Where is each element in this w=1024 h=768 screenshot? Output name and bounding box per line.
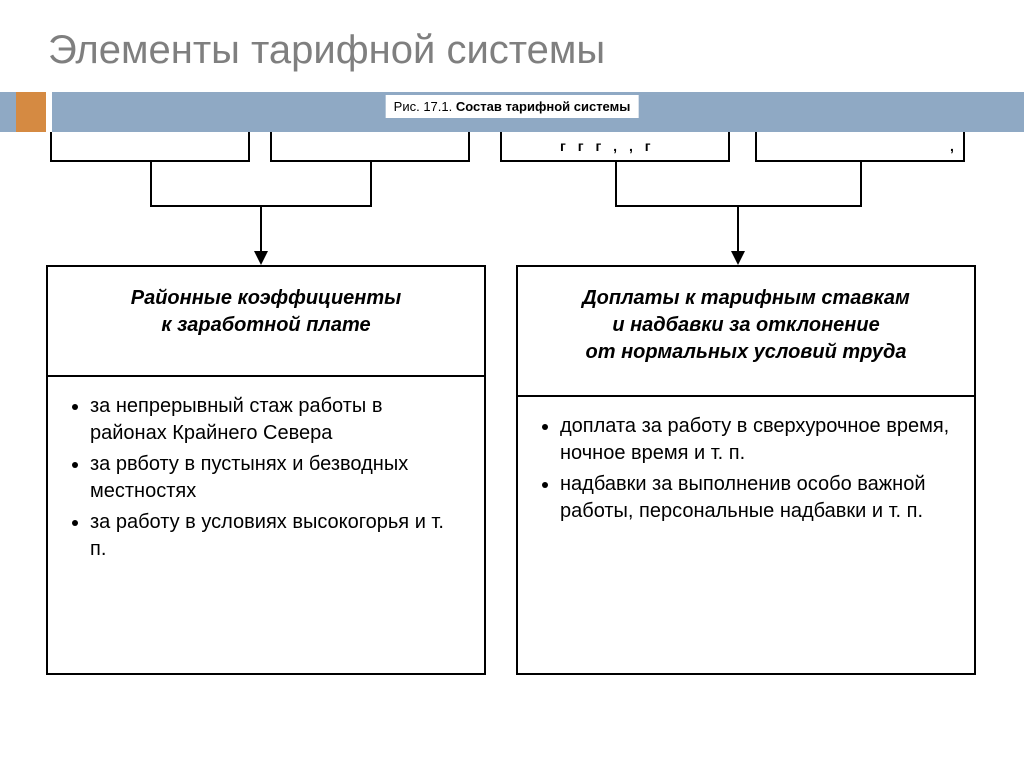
- top-box-b: [270, 132, 470, 162]
- flowchart: г г г , , г , Районные коэффициенты к за…: [0, 132, 1024, 768]
- title-line: Районные коэффициенты: [131, 287, 402, 309]
- list-item: доплата за работу в сверхурочное время, …: [560, 413, 954, 467]
- main-box-left-body: за непрерывный стаж работы в районах Кра…: [48, 377, 484, 583]
- connector-left-u: [150, 176, 372, 207]
- connector-right-arrow: [731, 251, 745, 265]
- title-line: и надбавки за отклонение: [612, 314, 879, 336]
- top-box-c-fragment: г г г , , г: [560, 138, 655, 154]
- title-line: Доплаты к тарифным ставкам: [582, 287, 910, 309]
- list-item: надбавки за выполненив особо важной рабо…: [560, 471, 954, 525]
- main-box-left: Районные коэффициенты к заработной плате…: [46, 265, 486, 675]
- figure-caption: Рис. 17.1. Состав тарифной системы: [386, 95, 639, 118]
- connector-right-stub-a: [615, 162, 617, 176]
- connector-left-stub-b: [370, 162, 372, 176]
- connector-right-stem: [737, 207, 739, 251]
- top-box-d-fragment: ,: [950, 138, 954, 154]
- title-line: к заработной плате: [161, 314, 370, 336]
- caption-bold: Состав тарифной системы: [456, 99, 630, 114]
- connector-right-u: [615, 176, 862, 207]
- connector-left-stem: [260, 207, 262, 251]
- list-item: за работу в условиях высокогорья и т. п.: [90, 509, 464, 563]
- list-item: за рвботу в пустынях и безводных местнос…: [90, 451, 464, 505]
- list-item: за непрерывный стаж работы в районах Кра…: [90, 393, 464, 447]
- accent-divider: [46, 92, 52, 132]
- main-box-right-title: Доплаты к тарифным ставкам и надбавки за…: [518, 267, 974, 397]
- caption-prefix: Рис. 17.1.: [394, 99, 456, 114]
- main-box-right-body: доплата за работу в сверхурочное время, …: [518, 397, 974, 545]
- top-box-d: [755, 132, 965, 162]
- accent-block: [16, 92, 46, 132]
- main-box-left-title: Районные коэффициенты к заработной плате: [48, 267, 484, 377]
- main-box-right: Доплаты к тарифным ставкам и надбавки за…: [516, 265, 976, 675]
- connector-left-arrow: [254, 251, 268, 265]
- connector-right-stub-b: [860, 162, 862, 176]
- top-box-a: [50, 132, 250, 162]
- title-line: от нормальных условий труда: [586, 341, 907, 363]
- connector-left-stub-a: [150, 162, 152, 176]
- page-title: Элементы тарифной системы: [48, 28, 1024, 73]
